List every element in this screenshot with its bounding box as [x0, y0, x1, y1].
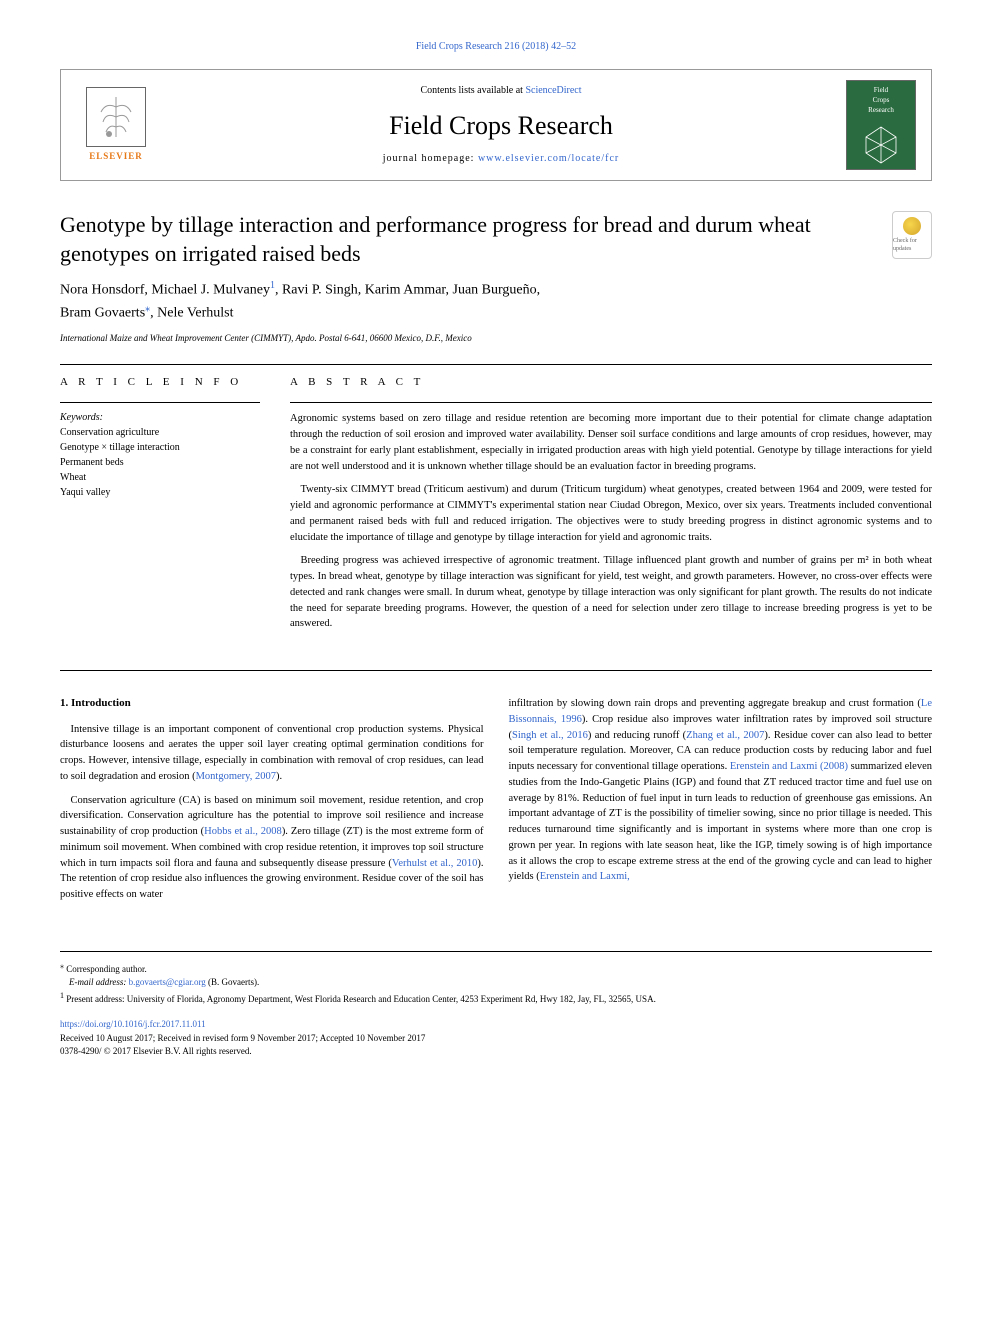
aff1-text: Present address: University of Florida, …: [64, 994, 656, 1004]
author-group-1: Nora Honsdorf, Michael J. Mulvaney: [60, 283, 270, 298]
journal-name: Field Crops Research: [171, 108, 831, 144]
abstract-p3: Breeding progress was achieved irrespect…: [290, 553, 932, 632]
elsevier-logo: ELSEVIER: [76, 80, 156, 170]
sciencedirect-link[interactable]: ScienceDirect: [525, 85, 581, 96]
journal-header: ELSEVIER Contents lists available at Sci…: [60, 69, 932, 181]
author-group-2a: Bram Govaerts: [60, 306, 145, 321]
ref-singh[interactable]: Singh et al., 2016: [512, 730, 588, 741]
journal-cover-thumbnail: Field Crops Research: [846, 80, 916, 170]
divider-bottom: [60, 670, 932, 671]
email-label: E-mail address:: [69, 977, 129, 987]
abstract-text: Agronomic systems based on zero tillage …: [290, 411, 932, 632]
footer: ⁎ Corresponding author. E-mail address: …: [60, 951, 932, 1059]
left-column: 1. Introduction Intensive tillage is an …: [60, 696, 484, 911]
abstract-column: A B S T R A C T Agronomic systems based …: [290, 375, 932, 640]
affiliation-text: International Maize and Wheat Improvemen…: [60, 332, 932, 345]
check-icon: [903, 217, 921, 235]
email-line: E-mail address: b.govaerts@cgiar.org (B.…: [60, 976, 932, 990]
email-link[interactable]: b.govaerts@cgiar.org: [129, 977, 206, 987]
body-text-left: Intensive tillage is an important compon…: [60, 722, 484, 903]
keyword-item: Yaqui valley: [60, 485, 260, 500]
article-info-column: A R T I C L E I N F O Keywords: Conserva…: [60, 375, 260, 640]
elsevier-wordmark: ELSEVIER: [89, 150, 143, 163]
elsevier-tree-icon: [86, 87, 146, 147]
journal-homepage: journal homepage: www.elsevier.com/locat…: [171, 152, 831, 166]
keywords-label: Keywords:: [60, 411, 260, 425]
affiliation-note: 1 Present address: University of Florida…: [60, 990, 932, 1007]
cover-line2: Crops: [873, 96, 890, 106]
ref-montgomery[interactable]: Montgomery, 2007: [196, 771, 276, 782]
cover-line3: Research: [868, 106, 894, 116]
title-section: Genotype by tillage interaction and perf…: [60, 211, 932, 268]
body-p2: Conservation agriculture (CA) is based o…: [60, 793, 484, 903]
abstract-heading: A B S T R A C T: [290, 375, 932, 390]
info-abstract-row: A R T I C L E I N F O Keywords: Conserva…: [60, 375, 932, 640]
journal-reference: Field Crops Research 216 (2018) 42–52: [60, 40, 932, 54]
corr-text: Corresponding author.: [64, 964, 147, 974]
ref-erenstein2[interactable]: Erenstein and Laxmi,: [540, 871, 630, 882]
keywords-list: Conservation agriculture Genotype × till…: [60, 425, 260, 500]
abstract-p2: Twenty-six CIMMYT bread (Triticum aestiv…: [290, 482, 932, 545]
divider-info: [60, 402, 260, 403]
p3a-text: infiltration by slowing down rain drops …: [509, 698, 921, 709]
keyword-item: Wheat: [60, 470, 260, 485]
keyword-item: Permanent beds: [60, 455, 260, 470]
header-center: Contents lists available at ScienceDirec…: [171, 84, 831, 166]
contents-available: Contents lists available at ScienceDirec…: [171, 84, 831, 98]
corresponding-note: ⁎ Corresponding author.: [60, 960, 932, 977]
author-group-1b: , Ravi P. Singh, Karim Ammar, Juan Burgu…: [275, 283, 540, 298]
body-text-right: infiltration by slowing down rain drops …: [509, 696, 933, 885]
ref-hobbs[interactable]: Hobbs et al., 2008: [204, 826, 282, 837]
author-group-2b: , Nele Verhulst: [150, 306, 233, 321]
p3c-text: ) and reducing runoff (: [588, 730, 686, 741]
divider-abstract: [290, 402, 932, 403]
body-p3: infiltration by slowing down rain drops …: [509, 696, 933, 885]
check-updates-badge[interactable]: Check for updates: [892, 211, 932, 259]
section-1-title: 1. Introduction: [60, 696, 484, 711]
body-p1: Intensive tillage is an important compon…: [60, 722, 484, 785]
ref-erenstein[interactable]: Erenstein and Laxmi (2008): [730, 761, 848, 772]
p3e-text: summarized eleven studies from the Indo-…: [509, 761, 933, 882]
check-badge-label: Check for updates: [893, 237, 931, 254]
divider-top: [60, 364, 932, 365]
contents-prefix: Contents lists available at: [420, 85, 525, 96]
authors-list: Nora Honsdorf, Michael J. Mulvaney1, Rav…: [60, 278, 932, 323]
homepage-link[interactable]: www.elsevier.com/locate/fcr: [478, 153, 619, 164]
homepage-prefix: journal homepage:: [383, 153, 478, 164]
article-title: Genotype by tillage interaction and perf…: [60, 211, 877, 268]
cover-line1: Field: [874, 86, 888, 96]
keyword-item: Genotype × tillage interaction: [60, 440, 260, 455]
doi-line: https://doi.org/10.1016/j.fcr.2017.11.01…: [60, 1018, 932, 1032]
received-dates: Received 10 August 2017; Received in rev…: [60, 1032, 932, 1046]
article-info-heading: A R T I C L E I N F O: [60, 375, 260, 390]
doi-link[interactable]: https://doi.org/10.1016/j.fcr.2017.11.01…: [60, 1019, 206, 1029]
ref-verhulst[interactable]: Verhulst et al., 2010: [392, 858, 477, 869]
p1-end: ).: [276, 771, 282, 782]
main-content: 1. Introduction Intensive tillage is an …: [60, 696, 932, 911]
copyright-line: 0378-4290/ © 2017 Elsevier B.V. All righ…: [60, 1045, 932, 1059]
ref-zhang[interactable]: Zhang et al., 2007: [686, 730, 764, 741]
keyword-item: Conservation agriculture: [60, 425, 260, 440]
email-suffix: (B. Govaerts).: [206, 977, 260, 987]
abstract-p1: Agronomic systems based on zero tillage …: [290, 411, 932, 474]
right-column: infiltration by slowing down rain drops …: [509, 696, 933, 911]
